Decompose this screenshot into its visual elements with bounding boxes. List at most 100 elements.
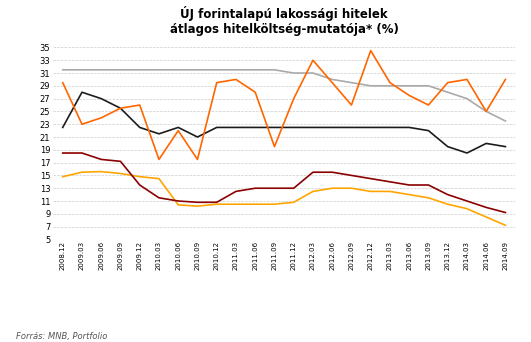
Gépjármű [156,132,162,136]
Személyi [367,84,374,88]
Személyi [136,68,143,72]
Szabad f. jelz [233,189,239,194]
Szabad f. jelz [136,183,143,187]
Lakáshitel [156,176,162,181]
Gépjármű [483,141,490,145]
Gépjármű [310,126,316,130]
Lakáshitel [59,175,66,179]
Szabad f. jelz [175,199,182,203]
Áru [271,145,278,149]
Áru [406,93,413,97]
Lakáshitel [290,200,297,204]
Lakáshitel [175,203,182,207]
Lakáshitel [483,215,490,219]
Személyi [329,77,336,81]
Gépjármű [59,126,66,130]
Line: Szabad f. jelz: Szabad f. jelz [63,153,506,212]
Áru [502,77,509,81]
Gépjármű [329,126,336,130]
Személyi [483,109,490,114]
Áru [213,81,220,85]
Áru [79,122,85,126]
Személyi [425,84,432,88]
Szabad f. jelz [367,176,374,181]
Személyi [464,96,470,101]
Áru [59,81,66,85]
Line: Gépjármű: Gépjármű [63,92,506,153]
Lakáshitel [464,207,470,211]
Áru [290,96,297,101]
Személyi [59,68,66,72]
Szabad f. jelz [290,186,297,190]
Áru [136,103,143,107]
Áru [194,157,201,161]
Line: Lakáshitel: Lakáshitel [63,172,506,225]
Gépjármű [444,145,451,149]
Szabad f. jelz [194,200,201,204]
Személyi [79,68,85,72]
Gépjármű [213,126,220,130]
Áru [444,81,451,85]
Gépjármű [233,126,239,130]
Gépjármű [464,151,470,155]
Gépjármű [502,145,509,149]
Szabad f. jelz [59,151,66,155]
Line: Áru: Áru [63,51,506,159]
Gépjármű [136,126,143,130]
Gépjármű [367,126,374,130]
Személyi [194,68,201,72]
Lakáshitel [444,202,451,206]
Személyi [502,119,509,123]
Áru [425,103,432,107]
Szabad f. jelz [79,151,85,155]
Szabad f. jelz [271,186,278,190]
Lakáshitel [406,193,413,197]
Szabad f. jelz [98,157,105,161]
Gépjármű [117,106,124,110]
Személyi [387,84,393,88]
Áru [348,103,355,107]
Lakáshitel [271,202,278,206]
Személyi [117,68,124,72]
Gépjármű [271,126,278,130]
Lakáshitel [194,204,201,208]
Áru [329,81,336,85]
Gépjármű [406,126,413,130]
Gépjármű [98,96,105,101]
Személyi [271,68,278,72]
Gépjármű [194,135,201,139]
Szabad f. jelz [406,183,413,187]
Személyi [406,84,413,88]
Áru [464,77,470,81]
Lakáshitel [252,202,259,206]
Szabad f. jelz [464,199,470,203]
Szabad f. jelz [213,200,220,204]
Text: Forrás: MNB, Portfolio: Forrás: MNB, Portfolio [16,332,107,341]
Gépjármű [175,126,182,130]
Személyi [310,71,316,75]
Lakáshitel [233,202,239,206]
Gépjármű [252,126,259,130]
Szabad f. jelz [444,193,451,197]
Gépjármű [290,126,297,130]
Lakáshitel [98,170,105,174]
Áru [367,49,374,53]
Áru [156,157,162,161]
Személyi [290,71,297,75]
Szabad f. jelz [156,196,162,200]
Lakáshitel [310,189,316,194]
Személyi [98,68,105,72]
Szabad f. jelz [387,180,393,184]
Szabad f. jelz [252,186,259,190]
Lakáshitel [502,223,509,227]
Lakáshitel [79,170,85,174]
Áru [233,77,239,81]
Áru [175,129,182,133]
Áru [310,58,316,62]
Áru [483,109,490,114]
Gépjármű [79,90,85,94]
Lakáshitel [136,175,143,179]
Szabad f. jelz [425,183,432,187]
Szabad f. jelz [117,159,124,163]
Lakáshitel [367,189,374,194]
